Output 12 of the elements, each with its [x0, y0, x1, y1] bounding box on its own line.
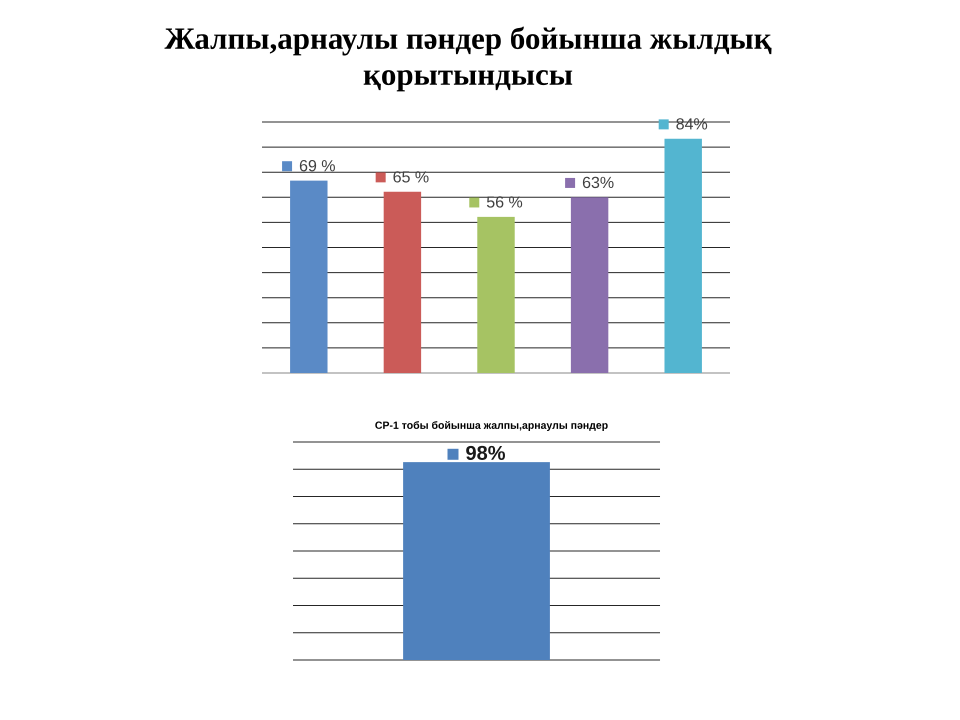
- bar: [384, 192, 422, 373]
- bar: [477, 216, 515, 373]
- data-label: 65 %: [393, 171, 429, 183]
- data-label: 69 %: [300, 160, 335, 172]
- bar: [570, 197, 608, 373]
- chart-title: Жалпы,арнаулы пәндер бойынша жылдық қорытындысы: [164, 26, 772, 92]
- data-label: 98%: [466, 446, 505, 460]
- bar: [664, 138, 702, 373]
- data-label: 56 %: [486, 196, 522, 208]
- bar: [290, 180, 328, 373]
- chart-title: СР-1 тобы бойынша жалпы,арнаулы пәндер: [375, 421, 608, 431]
- data-label: 63%: [582, 176, 614, 188]
